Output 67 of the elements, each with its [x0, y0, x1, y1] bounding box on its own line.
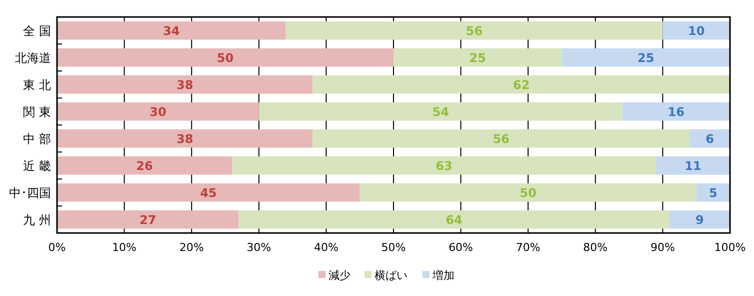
data-label: 27 [140, 213, 156, 227]
x-tick-label: 90% [650, 241, 675, 254]
y-tick-label: 全 国 [23, 24, 51, 38]
data-label: 56 [466, 24, 483, 38]
data-label: 30 [150, 105, 166, 119]
y-tick-label: 北海道 [15, 51, 51, 65]
bar [360, 183, 696, 202]
bar [669, 210, 730, 229]
x-tick-label: 10% [112, 241, 137, 254]
data-label: 10 [688, 24, 705, 38]
data-label: 11 [684, 159, 702, 173]
data-label: 56 [492, 132, 510, 146]
bar [690, 129, 730, 148]
y-tick-label: 近 畿 [23, 159, 51, 173]
x-tick-label: 80% [583, 241, 608, 254]
legend-label: 横ばい [374, 269, 408, 282]
x-tick-label: 30% [246, 241, 272, 254]
bar [57, 21, 286, 40]
data-label: 25 [469, 51, 486, 65]
x-tick-label: 20% [179, 241, 204, 254]
y-tick-label: 関 東 [23, 105, 51, 119]
bar [312, 129, 690, 148]
bar [258, 102, 622, 121]
data-label: 5 [708, 186, 718, 200]
bar [57, 75, 313, 94]
y-tick-label: 九 州 [23, 213, 51, 227]
bar [394, 48, 562, 67]
x-tick-label: 40% [314, 241, 338, 254]
x-tick-label: 0% [48, 241, 66, 254]
bar [57, 48, 394, 67]
data-label: 25 [638, 51, 654, 65]
bar [562, 48, 730, 67]
bar [57, 102, 259, 121]
data-label: 38 [176, 78, 194, 92]
data-label: 6 [706, 132, 714, 146]
data-label: 16 [668, 105, 685, 119]
bar [57, 183, 360, 202]
bar [656, 156, 730, 175]
bar [57, 210, 239, 229]
x-tick-label: 60% [448, 241, 474, 254]
legend-label: 減少 [328, 269, 350, 282]
data-label: 38 [176, 132, 194, 146]
data-label: 62 [513, 78, 530, 92]
bar [238, 210, 670, 229]
data-label: 26 [136, 159, 153, 173]
data-label: 50 [216, 51, 234, 65]
data-label: 54 [432, 105, 449, 119]
y-tick-label: 東 北 [23, 78, 51, 92]
data-label: 34 [163, 24, 180, 38]
data-label: 63 [436, 159, 452, 173]
data-label: 9 [696, 213, 704, 227]
x-tick-label: 100% [714, 241, 746, 254]
bar [57, 156, 232, 175]
bar [622, 102, 730, 121]
bar [286, 21, 663, 40]
data-label: 50 [520, 186, 536, 200]
bar [232, 156, 656, 175]
legend-label: 増加 [432, 269, 454, 282]
y-tick-label: 中･四国 [9, 186, 51, 200]
bar [57, 129, 313, 148]
bar [662, 21, 730, 40]
y-tick-label: 中 部 [23, 132, 51, 146]
x-tick-label: 50% [381, 241, 406, 254]
bar [312, 75, 730, 94]
data-label: 45 [200, 186, 217, 200]
x-tick-label: 70% [516, 241, 540, 254]
data-label: 64 [446, 213, 462, 227]
